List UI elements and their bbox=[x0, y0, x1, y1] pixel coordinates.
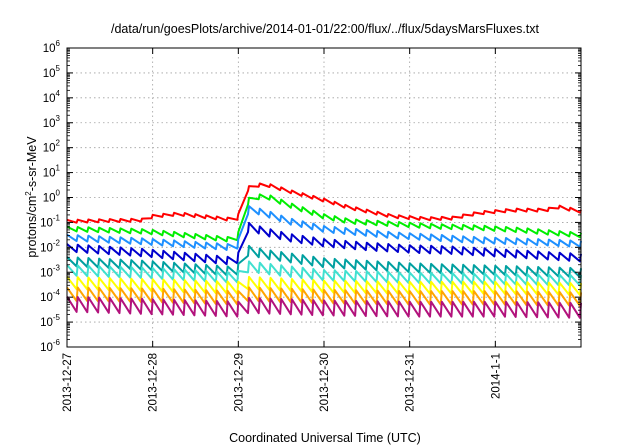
y-tick-label: 104 bbox=[43, 89, 61, 105]
y-tick-label: 10-2 bbox=[40, 238, 60, 254]
x-tick-label: 2014-1-1 bbox=[490, 353, 502, 399]
y-tick-label: 10-6 bbox=[40, 338, 60, 354]
y-tick-base: 10 bbox=[40, 342, 53, 354]
y-axis-ticks: 10-610-510-410-310-210-11001011021031041… bbox=[40, 39, 581, 354]
y-tick-base: 10 bbox=[40, 292, 53, 304]
y-tick-base: 10 bbox=[40, 217, 53, 229]
y-tick-base: 10 bbox=[43, 68, 56, 80]
y-tick-label: 10-1 bbox=[40, 213, 60, 229]
series-line bbox=[66, 296, 582, 319]
series-line bbox=[66, 205, 582, 251]
series-line bbox=[66, 286, 582, 307]
y-tick-label: 105 bbox=[43, 64, 61, 80]
x-axis-ticks: 2013-12-27 2013-12-28 2013-12-29 2013-12-30… bbox=[62, 48, 502, 412]
y-tick-base: 10 bbox=[43, 93, 56, 105]
y-tick-base: 10 bbox=[40, 267, 53, 279]
y-axis-label: protons/cm2-s-sr-MeV bbox=[24, 136, 39, 258]
x-axis-label: Coordinated Universal Time (UTC) bbox=[229, 431, 421, 445]
y-tick-label: 103 bbox=[43, 114, 61, 130]
y-tick-label: 100 bbox=[43, 189, 61, 205]
x-tick-label: 2013-12-28 bbox=[148, 353, 160, 412]
y-tick-label: 101 bbox=[43, 164, 61, 180]
y-tick-label: 106 bbox=[43, 39, 61, 55]
y-tick-base: 10 bbox=[43, 168, 56, 180]
y-tick-exponent: 4 bbox=[56, 89, 61, 98]
y-tick-base: 10 bbox=[40, 242, 53, 254]
y-axis-label-sup: 2 bbox=[24, 191, 33, 196]
y-tick-base: 10 bbox=[43, 143, 56, 155]
y-tick-base: 10 bbox=[40, 317, 53, 329]
y-tick-label: 10-5 bbox=[40, 313, 60, 329]
series-line bbox=[66, 275, 582, 296]
y-tick-exponent: -1 bbox=[53, 213, 61, 222]
x-tick-label: 2013-12-31 bbox=[405, 353, 417, 412]
series-line bbox=[66, 182, 582, 224]
y-tick-exponent: 6 bbox=[56, 39, 61, 48]
x-tick-label: 2013-12-29 bbox=[233, 353, 245, 412]
y-tick-base: 10 bbox=[43, 43, 56, 55]
y-axis-label-post: -s-sr-MeV bbox=[25, 136, 39, 192]
x-tick-label: 2013-12-30 bbox=[319, 353, 331, 412]
y-tick-exponent: 5 bbox=[56, 64, 61, 73]
y-tick-exponent: -3 bbox=[53, 263, 61, 272]
y-tick-label: 102 bbox=[43, 139, 61, 155]
chart-title: /data/run/goesPlots/archive/2014-01-01/2… bbox=[111, 22, 540, 36]
y-tick-exponent: -5 bbox=[53, 313, 61, 322]
y-tick-exponent: -2 bbox=[53, 238, 61, 247]
y-axis-label-pre: protons/cm bbox=[25, 196, 39, 258]
y-tick-exponent: 0 bbox=[56, 189, 61, 198]
series-line bbox=[66, 260, 582, 287]
x-tick-label: 2013-12-27 bbox=[62, 353, 74, 412]
series-lines bbox=[66, 182, 582, 319]
y-tick-exponent: 1 bbox=[56, 164, 61, 173]
y-tick-label: 10-3 bbox=[40, 263, 60, 279]
series-line bbox=[66, 244, 582, 279]
y-tick-exponent: 3 bbox=[56, 114, 61, 123]
series-line bbox=[66, 193, 582, 243]
y-tick-exponent: 2 bbox=[56, 139, 61, 148]
y-tick-exponent: -4 bbox=[53, 288, 61, 297]
series-line bbox=[66, 221, 582, 266]
y-tick-base: 10 bbox=[43, 193, 56, 205]
y-tick-base: 10 bbox=[43, 118, 56, 130]
y-tick-exponent: -6 bbox=[53, 338, 61, 347]
y-tick-label: 10-4 bbox=[40, 288, 60, 304]
